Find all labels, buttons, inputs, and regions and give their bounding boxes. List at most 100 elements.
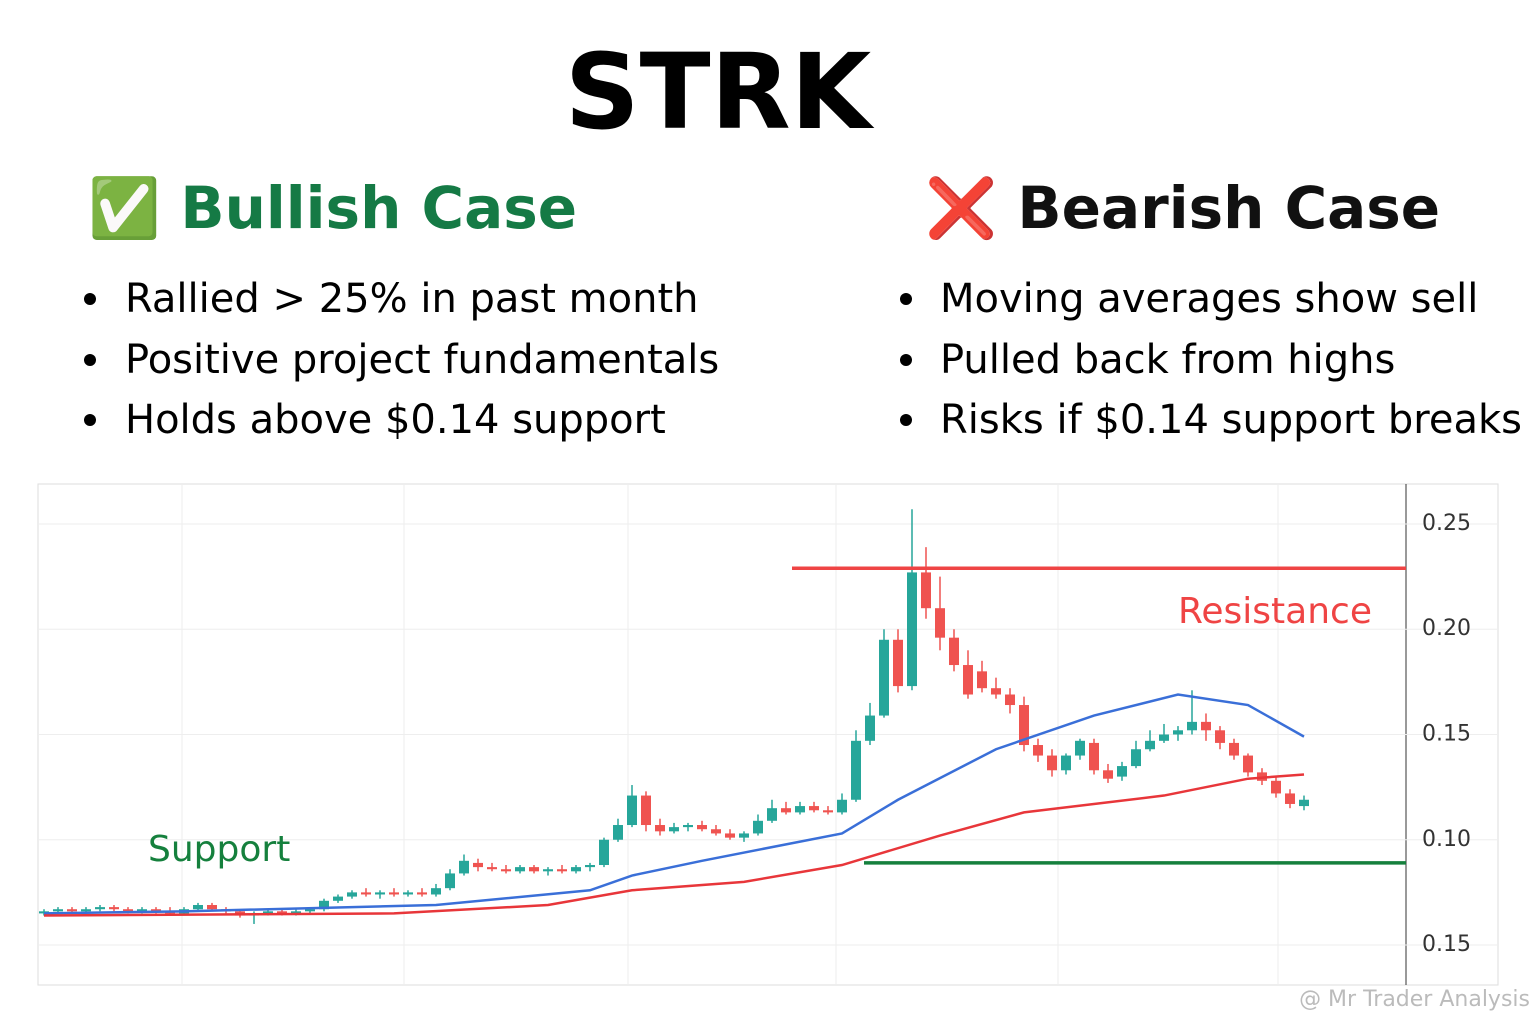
candle-body [431,888,441,895]
title: STRK [565,31,875,153]
candle-body [571,867,581,872]
candle-body [207,905,217,910]
candle-body [403,892,413,895]
candle-body [711,829,721,834]
candle-body [809,806,819,811]
candle-body [1187,721,1197,731]
candle-body [1103,770,1113,779]
candle-body [697,825,707,830]
candle-body [1089,742,1099,771]
candle-body [529,867,539,872]
candle-body [417,892,427,895]
candle-body [1005,694,1015,706]
bullish-point: Positive project fundamentals [125,337,719,383]
candle-body [991,688,1001,695]
candle-body [1019,705,1029,746]
candle-body [907,572,917,687]
candle-body [753,820,763,834]
level-label: Resistance [1178,591,1372,632]
candle-body [935,608,945,638]
candle-body [375,892,385,895]
bullet [900,354,912,366]
candle-body [501,869,511,872]
candle-body [1047,755,1057,771]
candle-body [137,909,147,912]
candle-body [1061,755,1071,771]
candle-body [655,825,665,832]
candle-body [781,808,791,813]
bullish-heading: ✅ Bullish Case [88,174,577,242]
bullish-point: Rallied > 25% in past month [125,276,698,322]
candle-body [305,909,315,912]
candle-body [109,907,119,910]
candle-body [851,740,861,800]
bearish-point: Pulled back from highs [940,337,1395,383]
candle-body [1173,730,1183,735]
moving-average [43,693,1305,915]
candle-body [263,911,273,914]
candle-body [627,795,637,826]
bullish-point: Holds above $0.14 support [125,397,666,443]
candle-body [893,639,903,687]
candle-body [473,862,483,868]
bullet [84,354,96,366]
candle-body [1201,721,1211,731]
candle-body [1299,799,1309,807]
bearish-point: Risks if $0.14 support breaks [940,397,1522,443]
bearish-point: Moving averages show sell [940,276,1478,322]
candle-body [95,907,105,910]
candle-body [67,909,77,912]
candle-body [361,892,371,895]
candle-body [1215,730,1225,743]
candle-body [389,892,399,895]
y-tick-label: 0.10 [1422,827,1471,852]
candle-body [1131,749,1141,767]
candle-body [1285,793,1295,804]
candle-body [515,867,525,872]
candle-body [81,909,91,912]
candle-body [53,909,63,912]
candle-body [725,833,735,838]
candle-body [1271,780,1281,794]
candle-body [319,900,329,910]
candle-body [1145,740,1155,750]
candle-body [1033,745,1043,756]
level-label: Support [148,829,290,870]
candle-body [963,665,973,695]
candle-body [333,896,343,901]
candle-body [347,892,357,897]
y-tick-label: 0.25 [1422,511,1471,536]
bullish-list: Rallied > 25% in past month Positive pro… [84,276,719,443]
y-tick-label: 0.15 [1422,722,1471,747]
candle-body [865,715,875,741]
candle-body [1117,766,1127,777]
candle-body [585,865,595,868]
candle-body [151,909,161,912]
candle-body [641,795,651,826]
watermark: @ Mr Trader Analysis [1299,987,1530,1012]
candle-body [949,637,959,666]
candle-body [669,827,679,832]
candle-body [193,905,203,910]
y-tick-label: 0.15 [1422,932,1471,957]
candle-body [739,833,749,838]
candle-body [1075,740,1085,756]
bullet [900,293,912,305]
candle-body [459,860,469,874]
candle-body [977,671,987,689]
candle-body [445,873,455,889]
bullet [900,414,912,426]
candle-body [291,911,301,914]
y-tick-label: 0.20 [1422,616,1471,641]
candle-body [557,869,567,872]
candle-body [1243,755,1253,773]
candle-body [921,572,931,609]
candle-body [123,909,133,912]
bullet [84,293,96,305]
candle-body [277,911,287,914]
bearish-heading: ❌ Bearish Case [925,174,1440,243]
candle-body [1229,742,1239,756]
moving-average [43,773,1305,917]
